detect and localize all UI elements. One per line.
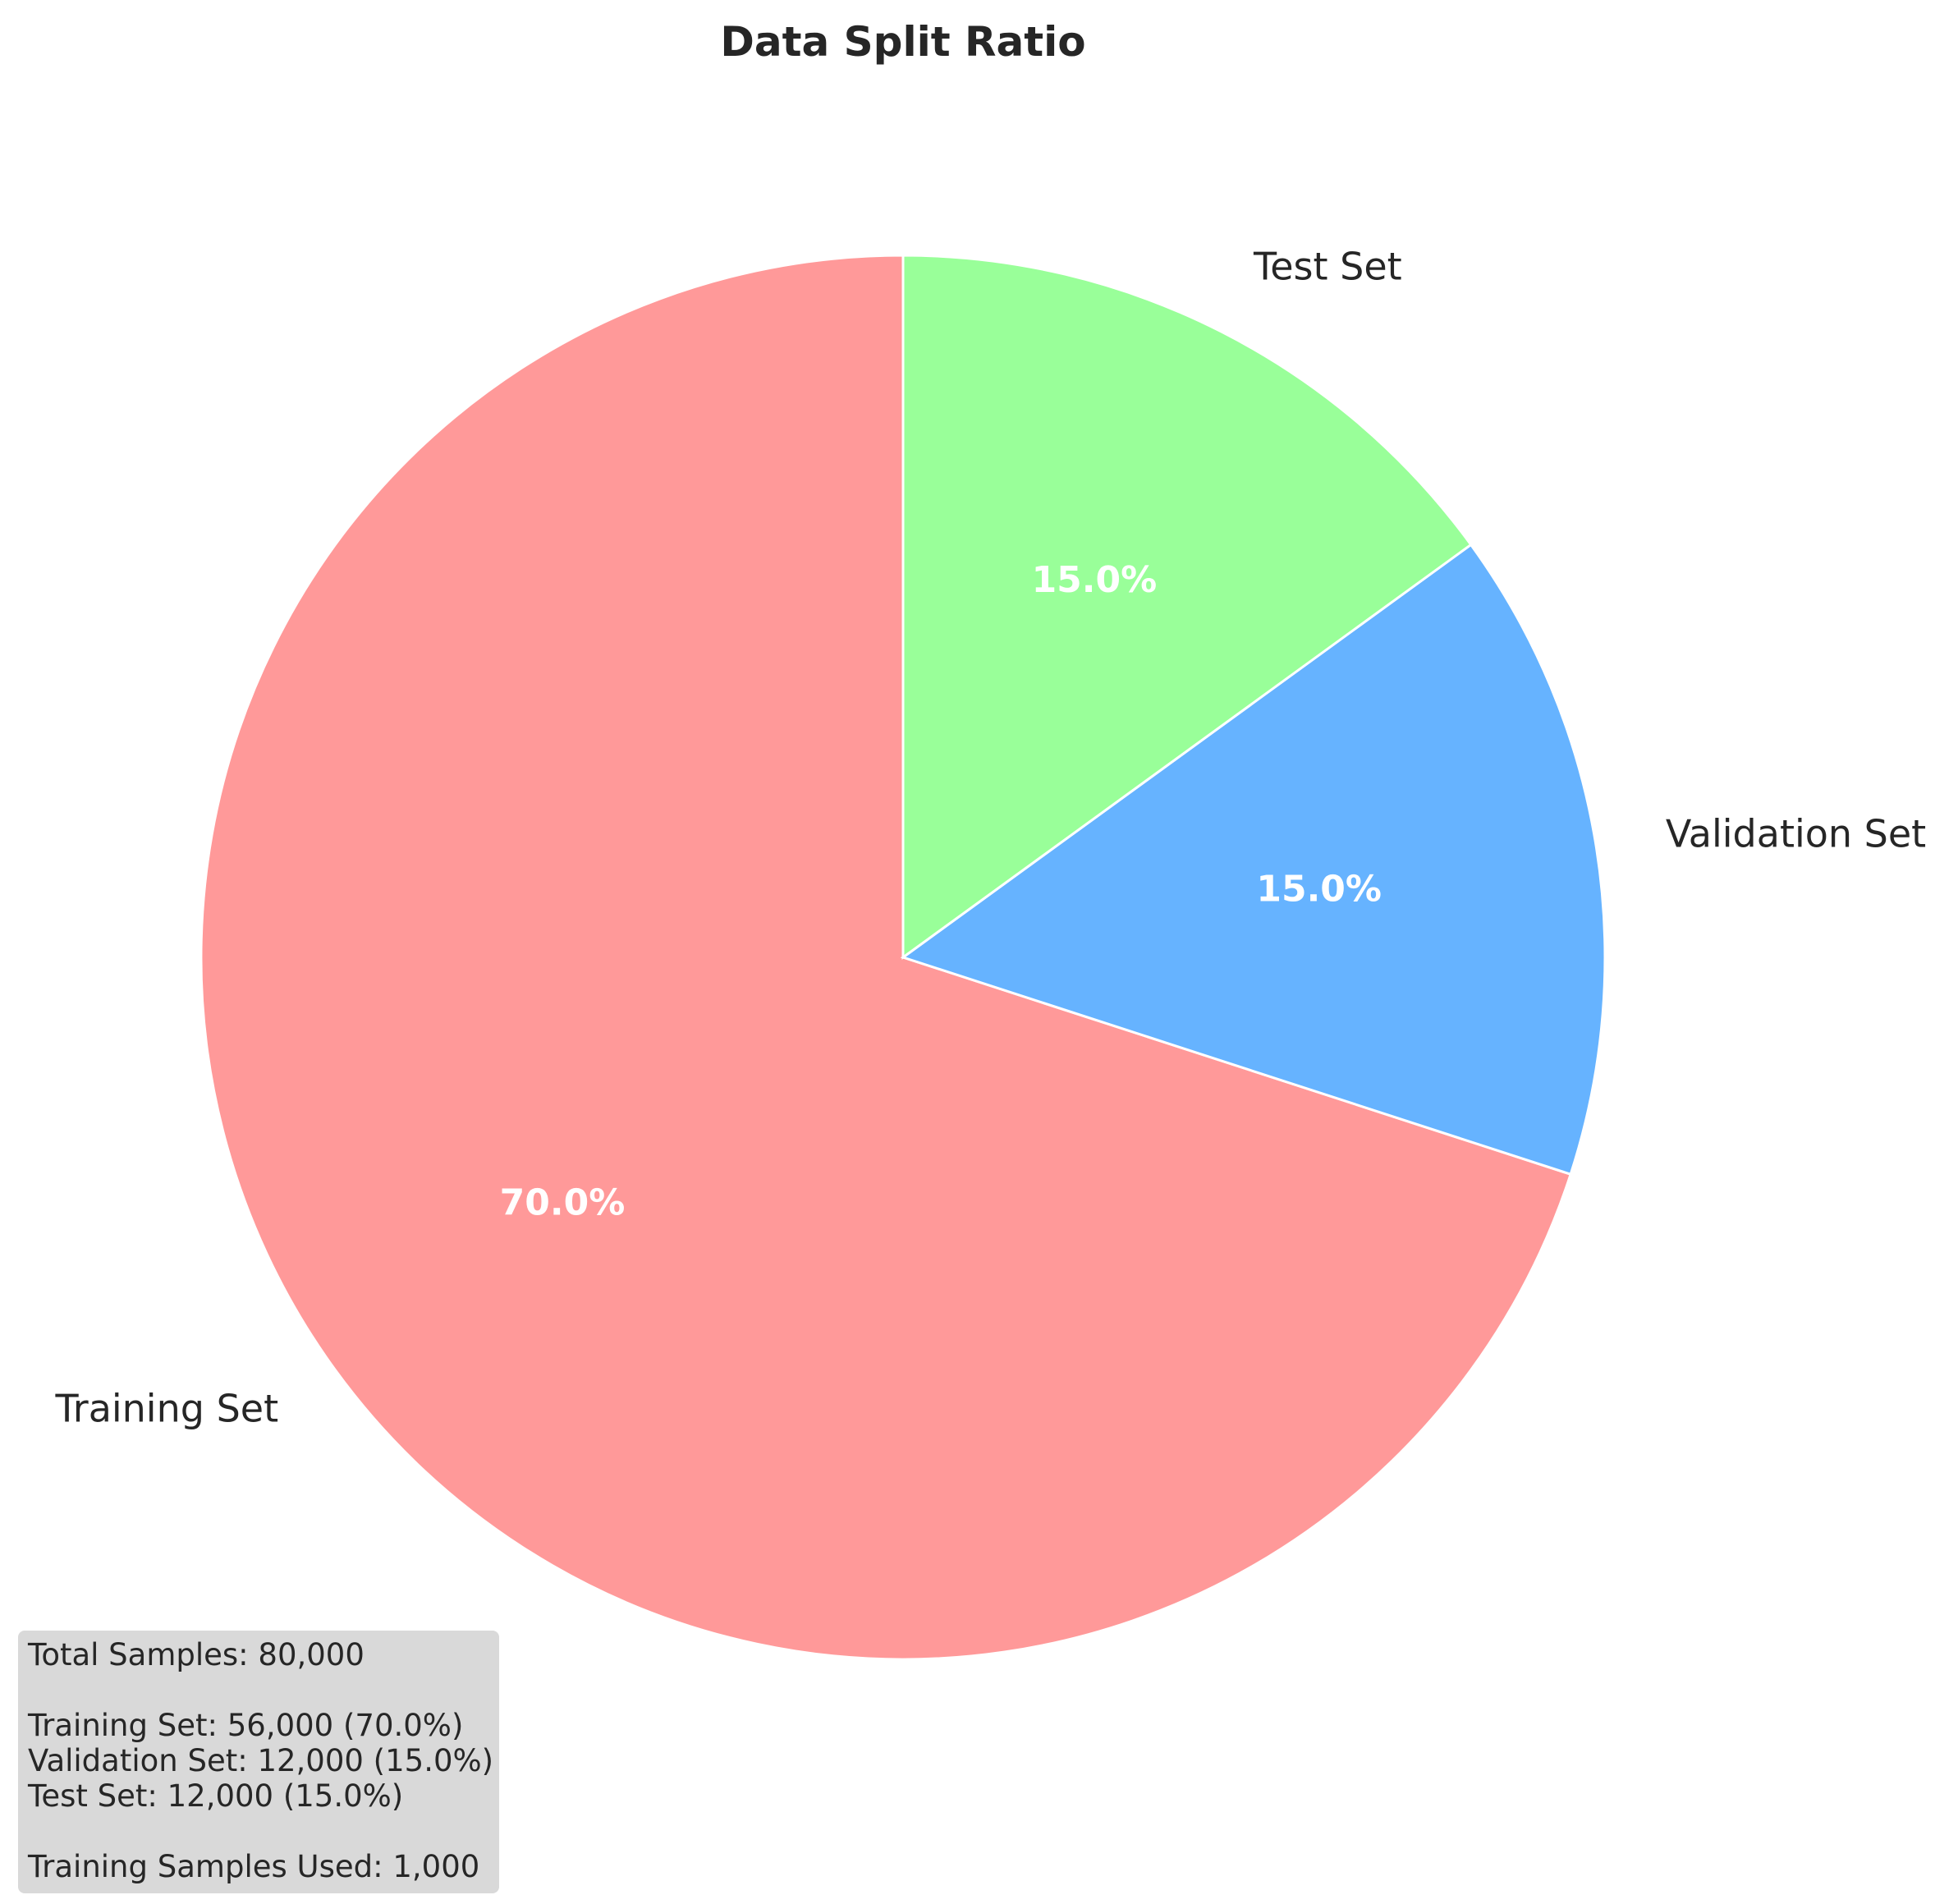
slice-label-training-set: Training Set — [54, 1386, 278, 1430]
slice-percent-training-set: 70.0% — [500, 1182, 626, 1224]
pie-slice-validation-set — [900, 543, 1607, 1177]
slice-label-test-set: Test Set — [1253, 245, 1402, 289]
slice-label-validation-set: Validation Set — [1666, 811, 1926, 856]
training-set-summary: Training Set: 56,000 (70.0%) — [28, 1708, 464, 1743]
chart-title: Data Split Ratio — [720, 18, 1085, 66]
slice-percent-test-set: 15.0% — [1032, 559, 1158, 601]
test-set-summary: Test Set: 12,000 (15.0%) — [28, 1778, 404, 1814]
summary-box: Total Samples: 80,000 Training Set: 56,0… — [18, 1631, 499, 1893]
total-samples-text: Total Samples: 80,000 — [28, 1637, 365, 1672]
pie-slice-test-set — [901, 254, 1473, 960]
training-samples-used-text: Training Samples Used: 1,000 — [28, 1849, 480, 1884]
pie-slice-training-set — [199, 254, 1573, 1661]
validation-set-summary: Validation Set: 12,000 (15.0%) — [28, 1743, 494, 1778]
slice-percent-validation-set: 15.0% — [1256, 869, 1382, 911]
